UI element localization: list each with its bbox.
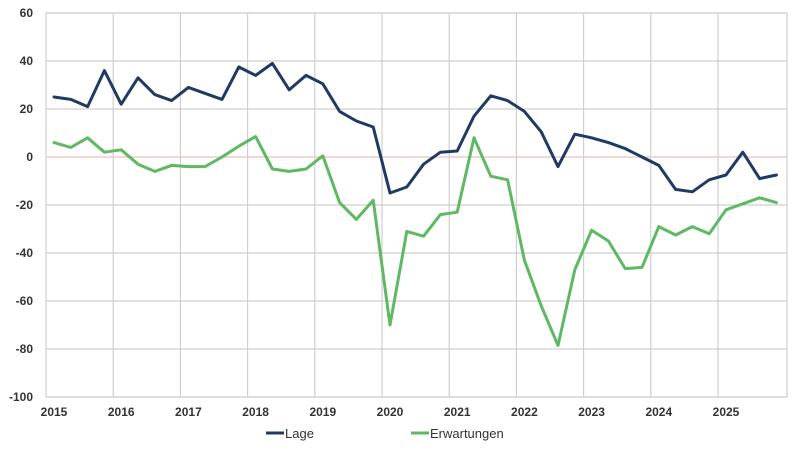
x-tick-label: 2024: [645, 405, 672, 419]
y-tick-label: 60: [20, 6, 34, 20]
vertical-gridlines: [112, 13, 719, 397]
x-tick-label: 2017: [175, 405, 202, 419]
legend-label-lage: Lage: [285, 426, 314, 441]
legend-label-erwartungen: Erwartungen: [430, 426, 504, 441]
legend: Lage Erwartungen: [266, 426, 504, 441]
y-axis-tick-labels: 60 40 20 0 -20 -40 -60 -80 -100: [9, 6, 33, 404]
x-tick-label: 2025: [713, 405, 740, 419]
x-tick-label: 2016: [108, 405, 135, 419]
y-tick-label: -40: [16, 246, 34, 260]
series-line-erwartungen: [52, 135, 778, 347]
x-tick-label: 2015: [41, 405, 68, 419]
x-axis-tick-labels: 2015 2016 2017 2018 2019 2020 2021 2022 2023 2024…: [41, 405, 740, 419]
x-tick-label: 2023: [578, 405, 605, 419]
y-tick-label: -100: [9, 390, 33, 404]
y-tick-label: -20: [16, 198, 34, 212]
x-tick-label: 2019: [309, 405, 336, 419]
y-tick-label: -80: [16, 342, 34, 356]
horizontal-gridlines: [46, 12, 787, 398]
y-tick-label: 40: [20, 54, 34, 68]
series-lines: [52, 61, 778, 347]
series-line-lage: [52, 61, 778, 195]
y-tick-label: -60: [16, 294, 34, 308]
x-tick-label: 2021: [444, 405, 471, 419]
plot-area-border: [45, 12, 788, 398]
y-tick-label: 0: [26, 150, 33, 164]
x-tick-label: 2018: [242, 405, 269, 419]
x-tick-label: 2020: [377, 405, 404, 419]
y-tick-label: 20: [20, 102, 34, 116]
x-tick-label: 2022: [511, 405, 538, 419]
